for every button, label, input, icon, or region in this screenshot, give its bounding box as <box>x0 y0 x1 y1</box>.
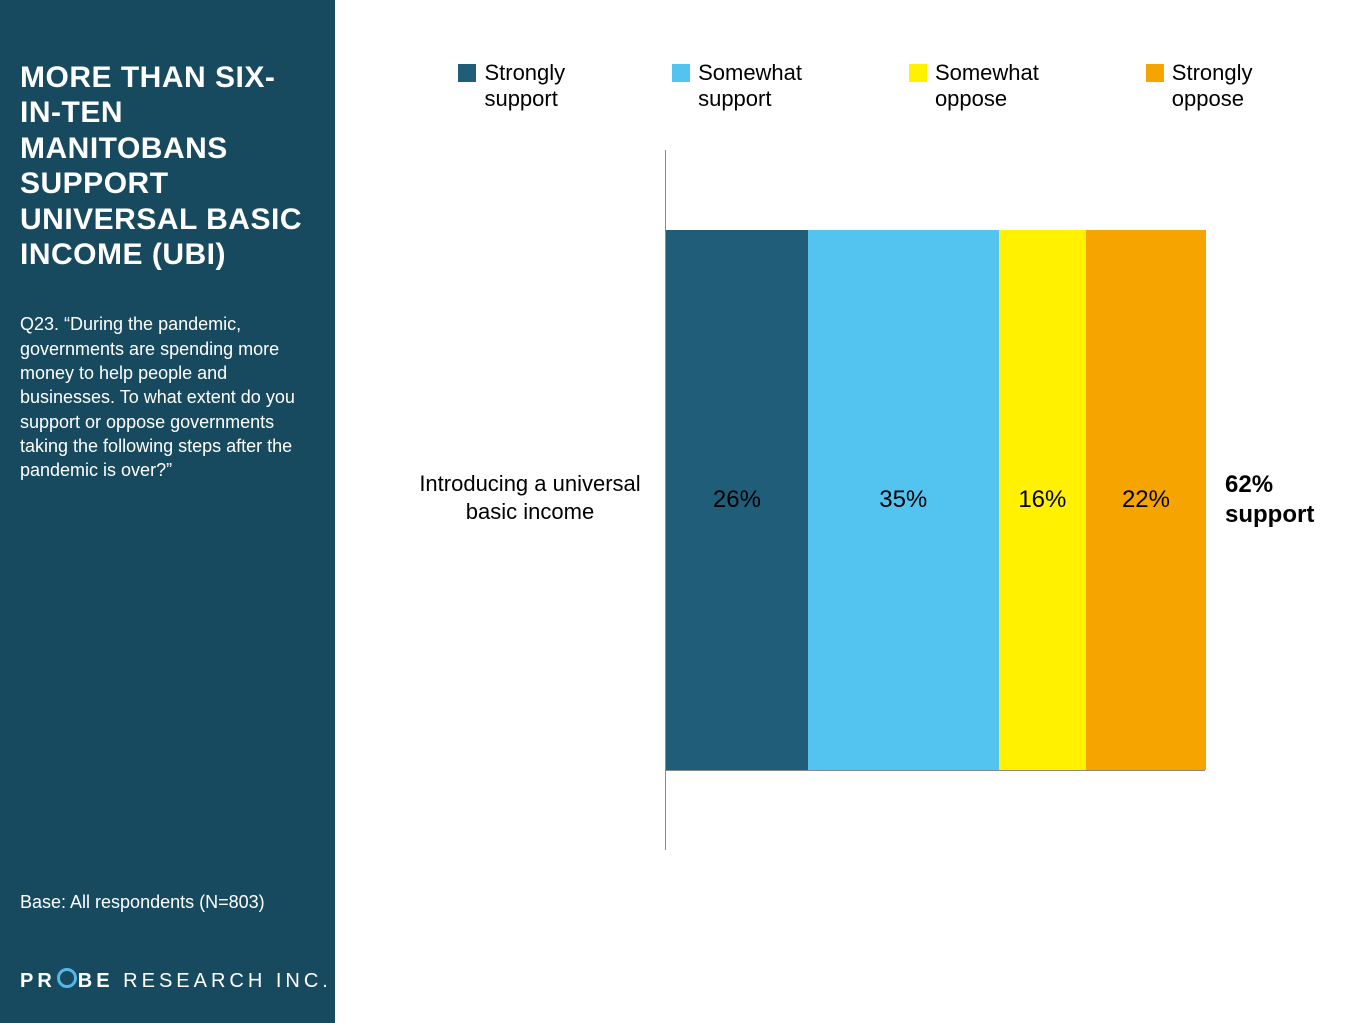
legend-label: Somewhatsupport <box>698 60 802 113</box>
brand-logo: PR BE RESEARCH INC. <box>20 968 332 993</box>
sidebar: MORE THAN SIX-IN-TEN MANITOBANS SUPPORT … <box>0 0 335 1023</box>
slide-title: MORE THAN SIX-IN-TEN MANITOBANS SUPPORT … <box>20 60 315 272</box>
bar-segment: 16% <box>999 230 1086 770</box>
legend-swatch <box>672 64 690 82</box>
legend-label: Stronglyoppose <box>1172 60 1253 113</box>
row-label: Introducing a universalbasic income <box>405 470 655 525</box>
legend-item: Somewhatsupport <box>672 60 802 113</box>
slide: MORE THAN SIX-IN-TEN MANITOBANS SUPPORT … <box>0 0 1366 1023</box>
legend-item: Stronglysupport <box>458 60 565 113</box>
legend: Stronglysupport Somewhatsupport Somewhatop… <box>405 60 1306 113</box>
stacked-bar: 26%35%16%22% <box>666 230 1206 770</box>
logo-o-icon <box>57 968 77 988</box>
legend-swatch <box>1146 64 1164 82</box>
legend-item: Stronglyoppose <box>1146 60 1253 113</box>
base-note: Base: All respondents (N=803) <box>20 892 315 913</box>
chart-panel: Stronglysupport Somewhatsupport Somewhatop… <box>335 0 1366 1023</box>
legend-label: Stronglysupport <box>484 60 565 113</box>
summary-label: 62%support <box>1225 470 1314 530</box>
chart-area: Introducing a universalbasic income26%35… <box>405 150 1306 883</box>
bar-segment: 22% <box>1086 230 1206 770</box>
legend-item: Somewhatoppose <box>909 60 1039 113</box>
logo-text-right: RESEARCH INC. <box>123 970 332 992</box>
x-axis <box>665 770 1205 771</box>
legend-label: Somewhatoppose <box>935 60 1039 113</box>
legend-swatch <box>909 64 927 82</box>
legend-swatch <box>458 64 476 82</box>
logo-text-mid: BE <box>78 970 114 992</box>
bar-segment: 26% <box>666 230 808 770</box>
logo-text-left: PR <box>20 970 56 992</box>
bar-segment: 35% <box>808 230 999 770</box>
question-text: Q23. “During the pandemic, governments a… <box>20 312 315 482</box>
